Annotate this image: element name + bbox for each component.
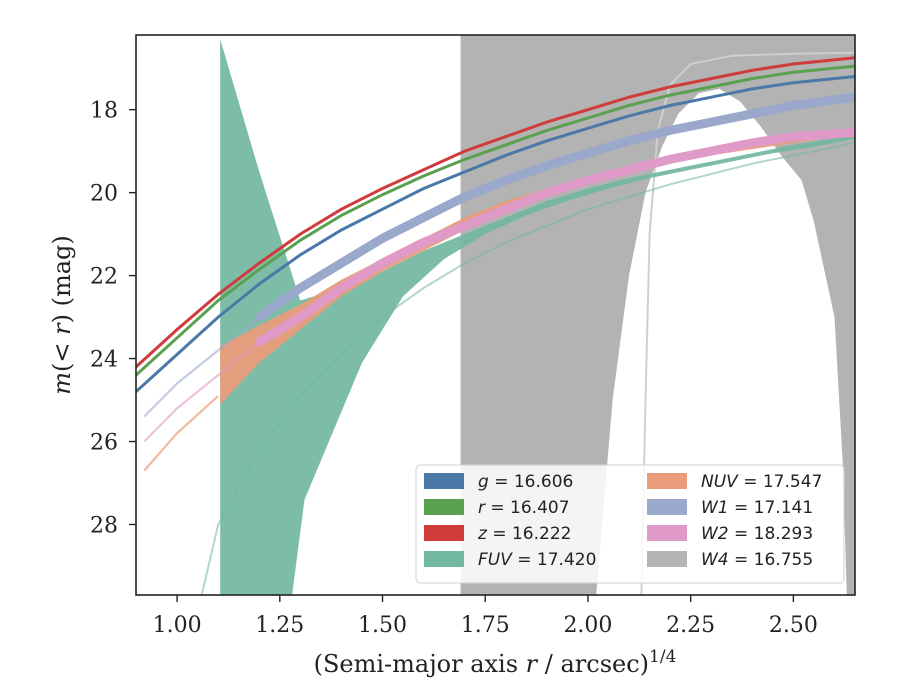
y-axis: 18 20 22 24 26 28 bbox=[90, 99, 136, 538]
legend-swatch-z bbox=[424, 525, 464, 541]
legend-label-w4: W4 = 16.755 bbox=[701, 550, 813, 570]
y-tick-label: 24 bbox=[90, 348, 118, 373]
legend-swatch-r bbox=[424, 499, 464, 515]
x-axis-label: (Semi-major axis r / arcsec)1/4 bbox=[314, 647, 677, 678]
x-tick-label: 2.25 bbox=[666, 613, 715, 638]
series-g-line bbox=[136, 75, 855, 393]
x-tick-label: 1.75 bbox=[461, 613, 510, 638]
series-w4-band bbox=[460, 35, 855, 595]
legend: g = 16.606 r = 16.407 z = 16.222 FUV = 17.4… bbox=[415, 464, 845, 584]
x-tick-label: 1.50 bbox=[358, 613, 407, 638]
plot-area bbox=[136, 35, 855, 595]
x-tick-label: 2.50 bbox=[769, 613, 818, 638]
series-w2-band bbox=[254, 128, 855, 347]
series-fuv-band bbox=[220, 39, 855, 595]
legend-label-w1: W1 = 17.141 bbox=[701, 498, 813, 518]
x-tick-label: 2.00 bbox=[563, 613, 612, 638]
legend-label-nuv: NUV = 17.547 bbox=[701, 472, 822, 492]
legend-swatch-w2 bbox=[647, 525, 687, 541]
y-tick-label: 18 bbox=[90, 99, 118, 124]
legend-label-z: z = 16.222 bbox=[477, 524, 571, 544]
legend-swatch-g bbox=[424, 473, 464, 489]
y-tick-label: 26 bbox=[90, 431, 118, 456]
series-w4-model-line bbox=[640, 51, 855, 595]
series-z-line bbox=[136, 56, 855, 369]
legend-label-r: r = 16.407 bbox=[478, 498, 570, 518]
series-r-line bbox=[136, 64, 855, 377]
legend-label-g: g = 16.606 bbox=[478, 472, 573, 492]
legend-swatch-fuv bbox=[424, 551, 464, 567]
legend-label-w2: W2 = 18.293 bbox=[701, 524, 813, 544]
x-axis: 1.00 1.25 1.50 1.75 2.00 2.25 2.50 bbox=[153, 595, 818, 638]
series-fuv-line bbox=[200, 141, 855, 595]
x-tick-label: 1.00 bbox=[153, 613, 202, 638]
plot-frame bbox=[135, 34, 856, 596]
legend-swatch-w4 bbox=[647, 551, 687, 567]
series-w1-band bbox=[254, 92, 855, 322]
y-tick-label: 28 bbox=[90, 513, 118, 538]
legend-swatch-w1 bbox=[647, 499, 687, 515]
legend-swatch-nuv bbox=[647, 473, 687, 489]
y-tick-label: 20 bbox=[90, 182, 118, 207]
legend-box bbox=[415, 464, 845, 584]
x-tick-label: 1.25 bbox=[255, 613, 304, 638]
series-nuv-line bbox=[143, 395, 219, 472]
y-axis-label: m(< r) (mag) bbox=[48, 235, 76, 395]
legend-label-fuv: FUV = 17.420 bbox=[478, 550, 596, 570]
y-tick-label: 22 bbox=[90, 265, 118, 290]
